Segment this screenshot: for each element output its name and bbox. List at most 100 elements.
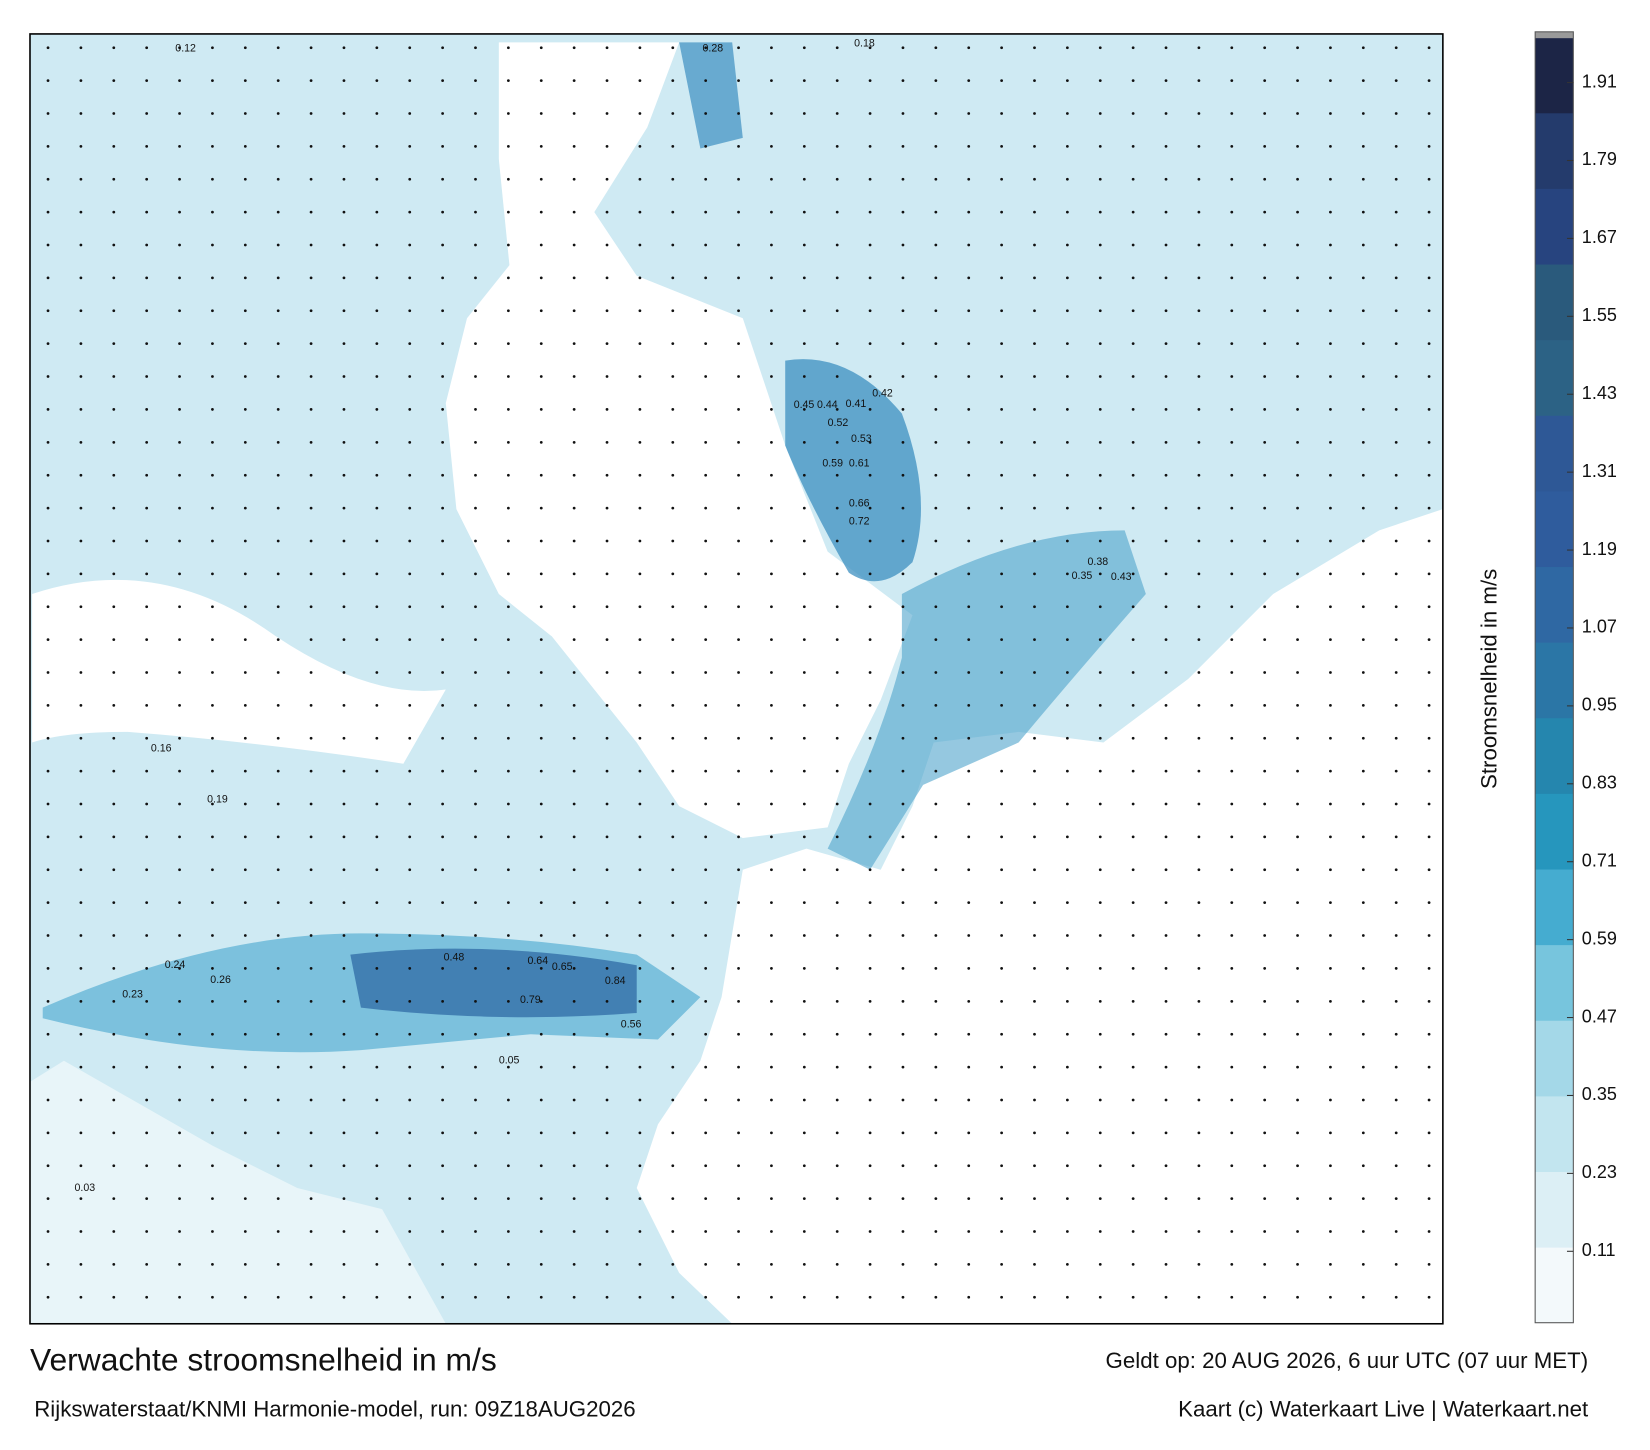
vector-dot (901, 112, 905, 115)
vector-dot (276, 703, 280, 707)
vector-dot (572, 473, 576, 477)
vector-dot (211, 473, 214, 477)
vector-dot (1230, 342, 1234, 346)
vector-dot (474, 210, 477, 214)
vector-dot (1263, 1098, 1267, 1102)
vector-dot (1427, 835, 1431, 839)
vector-dot (276, 572, 280, 576)
shoal (29, 1060, 446, 1324)
vector-dot (1065, 638, 1069, 641)
vector-dot (605, 276, 609, 280)
vector-dot (1230, 1295, 1234, 1299)
vector-dot (211, 671, 214, 674)
vector-dot (901, 210, 905, 214)
vector-dot (46, 1295, 50, 1299)
vector-dot (1329, 671, 1332, 674)
speed-label: 0.42 (872, 387, 893, 399)
colorbar-band (1535, 944, 1574, 1021)
vector-dot (441, 1065, 444, 1069)
vector-dot (539, 967, 543, 970)
vector-dot (1164, 967, 1168, 970)
vector-dot (1427, 934, 1431, 937)
vector-dot (638, 79, 642, 82)
vector-dot (967, 868, 971, 872)
vector-dot (1427, 112, 1431, 115)
vector-dot (1427, 408, 1431, 411)
vector-dot (1033, 868, 1036, 872)
vector-dot (704, 46, 708, 50)
vector-dot (638, 473, 642, 477)
vector-dot (1033, 934, 1036, 937)
vector-dot (474, 1262, 477, 1266)
vector-dot (704, 835, 708, 839)
vector-dot (835, 1197, 839, 1200)
vector-dot (46, 999, 50, 1003)
vector-dot (441, 1164, 444, 1168)
vector-dot (1197, 703, 1201, 707)
vector-dot (178, 736, 181, 740)
vector-dot (1065, 375, 1069, 378)
vector-dot (539, 210, 543, 214)
vector-dot (1263, 769, 1267, 773)
vector-dot (309, 79, 313, 82)
vector-dot (309, 375, 313, 378)
vector-dot (1131, 408, 1135, 411)
vector-dot (1065, 999, 1069, 1003)
vector-dot (605, 703, 609, 707)
colorbar-tick-label: 0.35 (1582, 1084, 1617, 1104)
vector-dot (1361, 1295, 1365, 1299)
vector-dot (1131, 145, 1135, 148)
vector-dot (1329, 309, 1332, 313)
vector-dot (145, 999, 149, 1003)
vector-dot (408, 375, 412, 378)
vector-dot (309, 112, 313, 115)
vector-dot (1065, 177, 1069, 181)
vector-dot (1098, 473, 1102, 477)
vector-dot (1394, 736, 1398, 740)
vector-dot (967, 703, 971, 707)
vector-dot (572, 177, 576, 181)
vector-dot (1329, 1098, 1332, 1102)
vector-dot (211, 572, 214, 576)
vector-dot (1329, 46, 1332, 50)
vector-dot (1033, 1164, 1036, 1168)
vector-dot (1230, 243, 1234, 247)
vector-dot (1427, 638, 1431, 641)
colorbar-tick-label: 0.11 (1582, 1240, 1616, 1260)
vector-dot (46, 243, 50, 247)
vector-dot (1033, 210, 1036, 214)
vector-dot (967, 572, 971, 576)
vector-dot (605, 1065, 609, 1069)
vector-dot (967, 802, 971, 806)
vector-dot (901, 276, 905, 280)
vector-dot (178, 703, 181, 707)
vector-dot (1033, 440, 1036, 444)
vector-dot (802, 1295, 806, 1299)
vector-dot (835, 835, 839, 839)
vector-dot (474, 934, 477, 937)
vector-dot (1065, 506, 1069, 510)
vector-dot (309, 1164, 313, 1168)
vector-dot (770, 342, 773, 346)
vector-dot (211, 408, 214, 411)
speed-label: 0.24 (165, 959, 186, 971)
vector-dot (1230, 1164, 1234, 1168)
vector-dot (934, 1197, 938, 1200)
vector-dot (1263, 1230, 1267, 1233)
vector-dot (112, 177, 116, 181)
vector-dot (737, 112, 740, 115)
vector-dot (46, 1131, 50, 1135)
vector-grid (46, 46, 1431, 1299)
vector-dot (145, 375, 149, 378)
vector-dot (1329, 375, 1332, 378)
vector-dot (1098, 177, 1102, 181)
vector-dot (112, 506, 116, 510)
vector-dot (506, 1197, 510, 1200)
vector-dot (1098, 243, 1102, 247)
vector-dot (408, 1131, 412, 1135)
vector-dot (704, 638, 708, 641)
vector-dot (276, 999, 280, 1003)
vector-dot (539, 999, 543, 1003)
vector-dot (1296, 309, 1299, 313)
vector-dot (1361, 901, 1365, 905)
